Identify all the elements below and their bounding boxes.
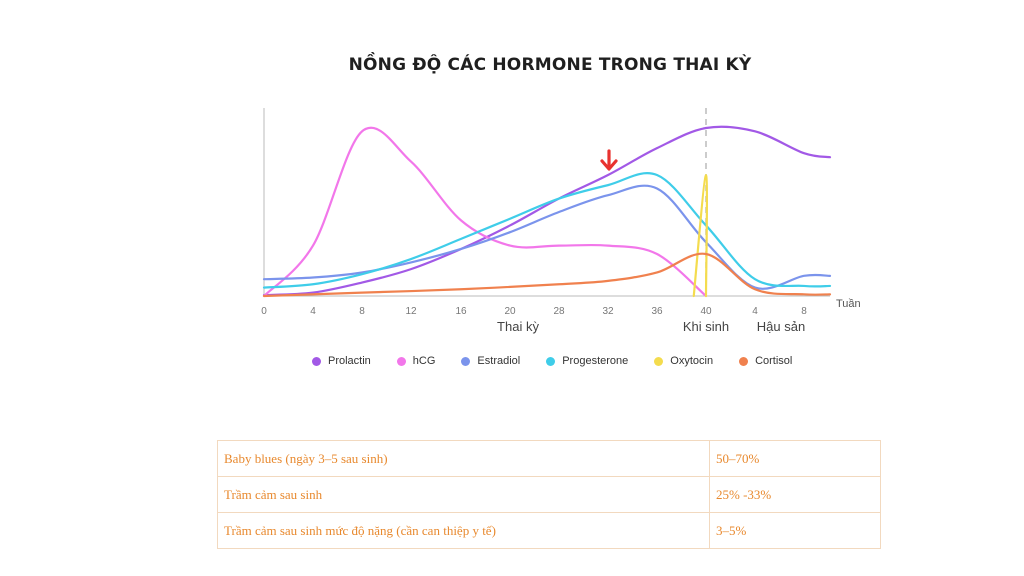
x-tick-label: 4	[310, 306, 316, 317]
x-tick-label: 12	[405, 306, 417, 317]
chart-legend: Prolactin hCG Estradiol Progesterone Oxy…	[312, 355, 818, 367]
legend-dot	[312, 356, 321, 366]
x-tick-label: 20	[504, 306, 516, 317]
legend-label: Estradiol	[477, 355, 521, 367]
legend-dot	[739, 356, 749, 366]
legend-dot	[461, 356, 471, 366]
row-label: Baby blues (ngày 3–5 sau sinh)	[217, 440, 710, 477]
legend-label: hCG	[412, 355, 436, 367]
legend-item-oxytocin: Oxytocin	[654, 355, 713, 367]
row-value: 25% -33%	[709, 476, 881, 513]
series-line-cortisol	[262, 252, 832, 298]
legend-dot	[654, 356, 664, 366]
x-tick-label: 36	[651, 306, 663, 317]
statistics-table: Baby blues (ngày 3–5 sau sinh) 50–70% Tr…	[217, 440, 881, 549]
legend-item-prolactin: Prolactin	[312, 355, 371, 367]
legend-dot	[396, 356, 406, 366]
legend-item-hcg: hCG	[396, 355, 436, 367]
legend-label: Cortisol	[755, 355, 793, 367]
legend-item-cortisol: Cortisol	[739, 355, 792, 367]
chart-title: NỒNG ĐỘ CÁC HORMONE TRONG THAI KỲ	[348, 55, 752, 75]
series-line-oxytocin	[692, 173, 709, 298]
row-value: 50–70%	[709, 440, 881, 477]
x-tick-label: 4	[752, 306, 758, 317]
x-unit-label: Tuần	[836, 298, 861, 310]
table-row: Baby blues (ngày 3–5 sau sinh) 50–70%	[217, 440, 881, 477]
table-row: Trầm cảm sau sinh mức độ nặng (cần can t…	[217, 512, 881, 549]
x-tick-label: 32	[602, 306, 614, 317]
legend-label: Oxytocin	[670, 355, 714, 367]
x-tick-label: 8	[359, 306, 365, 317]
x-tick-label: 28	[553, 306, 565, 317]
legend-label: Progesterone	[562, 355, 629, 367]
x-tick-label: 8	[801, 306, 807, 317]
legend-item-progesterone: Progesterone	[546, 355, 628, 367]
legend-label: Prolactin	[328, 355, 371, 367]
legend-dot	[546, 356, 556, 366]
group-label-pregnancy: Thai kỳ	[497, 319, 539, 334]
table-row: Trầm cảm sau sinh 25% -33%	[217, 476, 881, 513]
group-label-birth: Khi sinh	[683, 319, 729, 334]
series-line-estradiol	[262, 184, 832, 290]
x-tick-label: 40	[700, 306, 712, 317]
row-label: Trầm cảm sau sinh	[217, 476, 710, 513]
x-tick-label: 16	[455, 306, 467, 317]
series-line-progesterone	[262, 172, 832, 289]
group-label-postpartum: Hậu sản	[757, 319, 805, 334]
x-tick-label: 0	[261, 306, 267, 317]
row-label: Trầm cảm sau sinh mức độ nặng (cần can t…	[217, 512, 710, 549]
red-arrow-icon	[600, 149, 618, 171]
hormone-line-chart: 0 4 8 12 16 20 28 32 36 40 4 8 Tuần Thai kỳ Khi sin…	[261, 108, 861, 334]
legend-item-estradiol: Estradiol	[461, 355, 520, 367]
row-value: 3–5%	[709, 512, 881, 549]
series-line-hcg	[262, 126, 708, 298]
